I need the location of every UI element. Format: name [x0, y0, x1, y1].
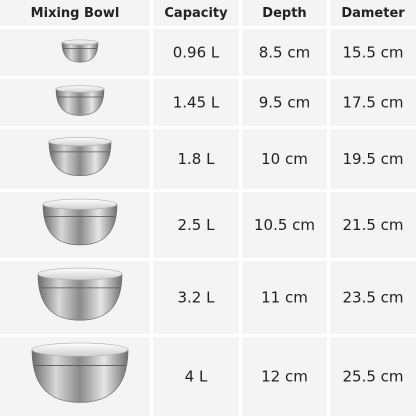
bowl-image	[42, 198, 118, 246]
header-text: Depth	[262, 6, 306, 21]
cell-text: 10 cm	[261, 150, 308, 168]
cell-text: 19.5 cm	[342, 150, 403, 168]
header-cell	[153, 0, 239, 26]
cell	[330, 261, 416, 334]
cell-text: 15.5 cm	[342, 44, 403, 62]
cell	[242, 337, 327, 416]
header-text: Dameter	[341, 6, 405, 21]
cell	[242, 192, 327, 258]
cell-text: 4 L	[185, 368, 208, 386]
cell-text: 23.5 cm	[342, 289, 403, 307]
header-text: Capacity	[164, 6, 228, 21]
cell-text: 17.5 cm	[342, 94, 403, 112]
cell	[153, 337, 239, 416]
cell-text: 1.8 L	[178, 150, 216, 168]
bowl-body	[61, 42, 99, 63]
bowl-rim	[61, 39, 99, 46]
header-cell	[242, 0, 327, 26]
bowl-body	[37, 273, 123, 321]
cell	[153, 29, 239, 76]
bowl-image	[31, 342, 129, 403]
cell	[330, 79, 416, 126]
cell-text: 2.5 L	[178, 216, 216, 234]
bowl-rim	[55, 85, 105, 93]
bowl-body	[55, 88, 105, 116]
cell	[153, 79, 239, 126]
cell	[242, 261, 327, 334]
cell-text: 8.5 cm	[259, 44, 310, 62]
bowl-image	[55, 85, 105, 116]
cell	[330, 29, 416, 76]
bowl-rim	[48, 137, 112, 147]
bowl-rim	[31, 342, 129, 357]
bowl-rim	[42, 198, 118, 210]
cell	[242, 129, 327, 189]
cell-text: 1.45 L	[173, 94, 220, 112]
bowl-body	[48, 141, 112, 177]
bowl-body	[31, 349, 129, 403]
cell-text: 9.5 cm	[259, 94, 310, 112]
cell	[153, 129, 239, 189]
bowl-rim	[37, 267, 123, 281]
cell	[330, 192, 416, 258]
cell	[153, 192, 239, 258]
cell-text: 21.5 cm	[342, 216, 403, 234]
cell	[153, 261, 239, 334]
header-cell	[330, 0, 416, 26]
cell-text: 10.5 cm	[254, 216, 315, 234]
cell	[330, 337, 416, 416]
cell-text: 11 cm	[261, 289, 308, 307]
cell	[242, 79, 327, 126]
bowl-body	[42, 203, 118, 246]
cell-text: 0.96 L	[173, 44, 220, 62]
bowl-image	[37, 267, 123, 321]
cell-text: 25.5 cm	[342, 368, 403, 386]
header-text: Mixing Bowl	[31, 6, 120, 21]
header-cell	[0, 0, 150, 26]
cell	[242, 29, 327, 76]
cell-text: 3.2 L	[178, 289, 216, 307]
bowl-image	[61, 39, 99, 63]
cell	[330, 129, 416, 189]
bowl-image	[48, 137, 112, 177]
cell-text: 12 cm	[261, 368, 308, 386]
